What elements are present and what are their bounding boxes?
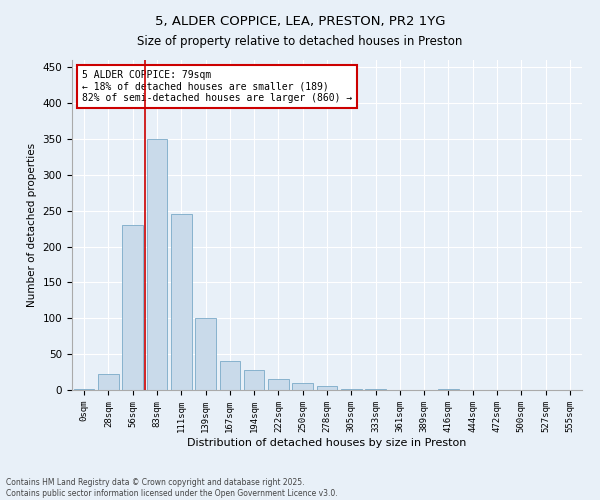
- Text: 5 ALDER COPPICE: 79sqm
← 18% of detached houses are smaller (189)
82% of semi-de: 5 ALDER COPPICE: 79sqm ← 18% of detached…: [82, 70, 352, 103]
- Bar: [146, 139, 167, 390]
- Bar: [220, 362, 240, 390]
- Bar: [195, 318, 216, 390]
- Bar: [317, 386, 337, 390]
- Bar: [365, 388, 386, 390]
- Bar: [171, 214, 191, 390]
- Text: 5, ALDER COPPICE, LEA, PRESTON, PR2 1YG: 5, ALDER COPPICE, LEA, PRESTON, PR2 1YG: [155, 15, 445, 28]
- Y-axis label: Number of detached properties: Number of detached properties: [27, 143, 37, 307]
- Text: Size of property relative to detached houses in Preston: Size of property relative to detached ho…: [137, 35, 463, 48]
- Bar: [98, 374, 119, 390]
- X-axis label: Distribution of detached houses by size in Preston: Distribution of detached houses by size …: [187, 438, 467, 448]
- Bar: [122, 225, 143, 390]
- Bar: [292, 383, 313, 390]
- Text: Contains HM Land Registry data © Crown copyright and database right 2025.
Contai: Contains HM Land Registry data © Crown c…: [6, 478, 338, 498]
- Bar: [244, 370, 265, 390]
- Bar: [74, 388, 94, 390]
- Bar: [438, 388, 459, 390]
- Bar: [268, 379, 289, 390]
